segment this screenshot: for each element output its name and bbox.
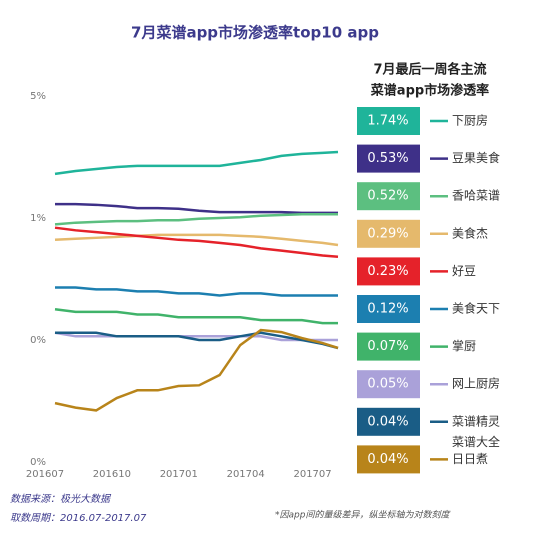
- line: [54, 328, 339, 412]
- legend-name: 美食天下: [452, 301, 500, 316]
- legend-name: 网上厨房: [452, 376, 500, 391]
- line: [54, 226, 339, 258]
- legend-name: 日日煮: [452, 452, 488, 466]
- legend-box: [357, 332, 420, 361]
- legend-box: [357, 107, 420, 135]
- line: [55, 202, 338, 215]
- legend-name: 好豆: [452, 264, 476, 278]
- legend-value: 0.52%: [367, 189, 408, 204]
- line: [54, 233, 339, 247]
- legend-value: 0.04%: [367, 414, 408, 429]
- x-tick-label: 201707: [293, 469, 331, 480]
- legend-name: 香哈菜谱: [452, 189, 500, 203]
- legend-box: [357, 257, 420, 286]
- legend-name: 美食杰: [452, 225, 488, 240]
- legend-name: 豆果美食: [452, 150, 500, 165]
- source: 数据来源：极光大数据: [10, 493, 112, 505]
- legend-value: 0.07%: [367, 339, 408, 354]
- legend-value: 0.12%: [367, 302, 408, 317]
- legend-title: 7月最后一周各主流: [373, 62, 486, 78]
- legend-title: 菜谱app市场渗透率: [370, 83, 489, 99]
- chart-title: 7月菜谱app市场渗透率top10 app: [131, 24, 379, 42]
- legend-value: 1.74%: [367, 114, 408, 129]
- legend-value: 0.05%: [367, 377, 408, 392]
- period: 取数周期：2016.07-2017.07: [10, 512, 147, 524]
- footnote: *因app间的量级差异，纵坐标轴为对数刻度: [275, 510, 451, 521]
- x-tick-label: 201704: [227, 469, 265, 480]
- y-tick-label: 0%: [30, 335, 46, 346]
- line: [55, 331, 339, 350]
- legend-box: [357, 370, 420, 399]
- legend-box: [357, 219, 420, 248]
- legend-value: 0.53%: [367, 151, 408, 166]
- line: [54, 213, 338, 226]
- x-tick-label: 201610: [93, 469, 131, 480]
- line: [55, 286, 338, 297]
- line: [54, 150, 339, 176]
- legend-value: 0.04%: [367, 452, 408, 467]
- legend-name: 下厨房: [452, 113, 488, 128]
- line: [54, 308, 338, 325]
- x-tick-label: 201701: [160, 469, 198, 480]
- legend-box: [357, 144, 420, 173]
- legend-box: [357, 445, 420, 474]
- legend-box: [357, 295, 420, 323]
- x-tick-label: 201607: [26, 469, 64, 480]
- legend-name: 掌厨: [452, 339, 476, 353]
- y-tick-label: 5%: [30, 91, 46, 102]
- legend-value: 0.29%: [367, 226, 408, 241]
- legend-box: [357, 182, 420, 211]
- legend-value: 0.23%: [367, 264, 408, 279]
- legend-note: 菜谱大全: [452, 434, 500, 449]
- legend-name: 菜谱精灵: [452, 414, 500, 428]
- legend-box: [357, 407, 420, 436]
- y-tick-label: 1%: [30, 213, 46, 224]
- y-tick-label: 0%: [30, 457, 46, 468]
